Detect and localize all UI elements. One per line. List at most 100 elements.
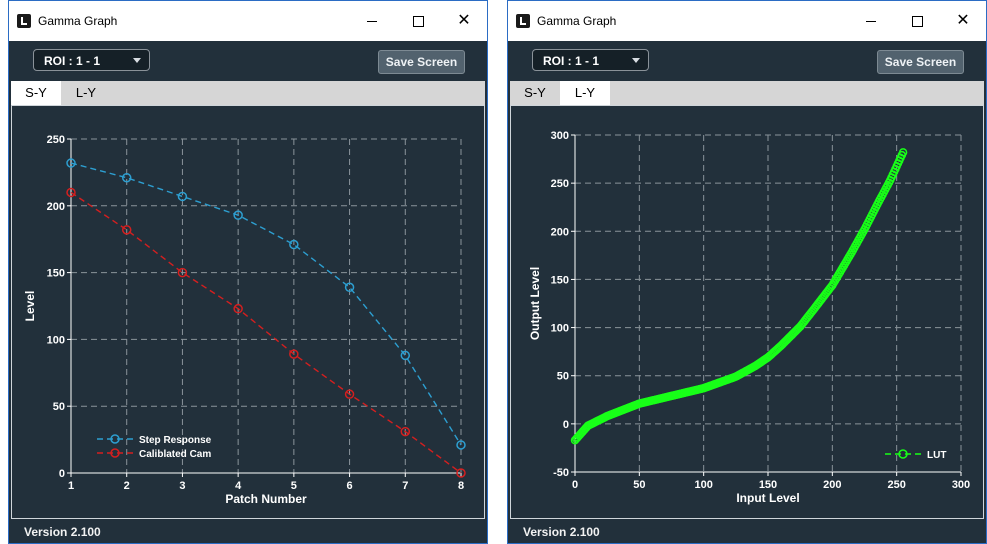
- legend-label: Step Response: [139, 435, 212, 446]
- app-logo-icon: [17, 14, 31, 28]
- data-point: [66, 187, 76, 198]
- legend-label: Caliblated Cam: [139, 449, 211, 460]
- series-0: [66, 158, 466, 450]
- maximize-button[interactable]: [395, 1, 441, 41]
- x-tick-label: 2: [124, 480, 130, 492]
- roi-dropdown[interactable]: ROI : 1 - 1: [532, 49, 649, 71]
- minimize-button[interactable]: [349, 1, 395, 41]
- data-point: [400, 350, 411, 361]
- grid-lines: [71, 138, 462, 473]
- title-bar[interactable]: Gamma Graph ✕: [9, 1, 487, 41]
- x-axis-title: Patch Number: [225, 492, 307, 506]
- y-tick-label: 100: [551, 323, 569, 335]
- data-point: [177, 267, 188, 278]
- legend: LUT: [885, 449, 946, 461]
- maximize-icon: [412, 15, 424, 27]
- data-point: [289, 239, 299, 250]
- dropdown-arrow-icon: [632, 58, 640, 63]
- toolbar: ROI : 1 - 1 Save Screen: [508, 41, 986, 81]
- y-tick-label: 0: [563, 419, 569, 431]
- tab-strip: S-Y L-Y: [510, 81, 984, 105]
- roi-dropdown[interactable]: ROI : 1 - 1: [33, 49, 150, 71]
- tab-l-y[interactable]: L-Y: [560, 81, 610, 105]
- x-axis-title: Input Level: [736, 491, 799, 505]
- y-tick-label: 100: [47, 334, 65, 346]
- legend-marker: [898, 449, 908, 459]
- close-icon: ✕: [457, 12, 471, 29]
- y-tick-label: 250: [551, 178, 569, 190]
- chart-panel: 0 50 100 150 200 250 300 -50 0 50 100 150 200 250 300 I…: [510, 105, 984, 519]
- y-tick-label: 50: [53, 401, 65, 413]
- gamma-graph-window: Gamma Graph ✕ ROI : 1 - 1 Save Screen S-…: [507, 0, 987, 544]
- x-tick-label: 6: [347, 480, 353, 492]
- series-1: [66, 187, 466, 478]
- legend: Step Response Caliblated Cam: [97, 434, 212, 460]
- tab-l-y[interactable]: L-Y: [75, 85, 97, 100]
- roi-value: ROI : 1 - 1: [44, 54, 101, 68]
- x-tick-label: 100: [694, 479, 712, 491]
- data-point: [400, 426, 411, 437]
- data-point: [456, 468, 466, 478]
- y-tick-label: 150: [551, 274, 569, 286]
- x-tick-label: 7: [402, 480, 408, 492]
- tab-s-y[interactable]: S-Y: [11, 81, 61, 105]
- y-tick-label: 200: [551, 226, 569, 238]
- tab-s-y[interactable]: S-Y: [524, 85, 546, 100]
- y-axis-title: Output Level: [528, 267, 542, 340]
- close-icon: ✕: [956, 12, 970, 29]
- grid-lines: [575, 134, 962, 472]
- x-tick-label: 150: [759, 479, 777, 491]
- data-point: [233, 210, 243, 220]
- data-point: [233, 303, 243, 314]
- data-point: [121, 172, 132, 183]
- y-tick-label: 200: [47, 201, 65, 213]
- y-tick-label: 50: [557, 371, 569, 383]
- close-button[interactable]: ✕: [940, 1, 986, 41]
- maximize-button[interactable]: [894, 1, 940, 41]
- status-bar: Version 2.100: [508, 519, 986, 543]
- app-logo-icon: [516, 14, 530, 28]
- status-bar: Version 2.100: [9, 519, 487, 543]
- data-point: [344, 389, 355, 399]
- data-point: [177, 191, 188, 202]
- maximize-icon: [911, 15, 923, 27]
- save-screen-button[interactable]: Save Screen: [378, 50, 465, 74]
- series-line: [70, 191, 462, 474]
- x-tick-label: 250: [887, 479, 905, 491]
- gamma-graph-window: Gamma Graph ✕ ROI : 1 - 1 Save Screen S-…: [8, 0, 488, 544]
- toolbar: ROI : 1 - 1 Save Screen: [9, 41, 487, 81]
- data-point: [898, 148, 908, 157]
- minimize-button[interactable]: [848, 1, 894, 41]
- roi-value: ROI : 1 - 1: [543, 54, 600, 68]
- legend-marker: [110, 448, 120, 458]
- x-tick-label: 5: [291, 480, 297, 492]
- x-tick-label: 0: [572, 479, 578, 491]
- version-label: Version 2.100: [523, 525, 600, 539]
- data-point: [121, 225, 132, 235]
- series-0: [570, 148, 908, 445]
- x-tick-label: 300: [952, 479, 970, 491]
- gamma-chart-l-y: 0 50 100 150 200 250 300-50050100150200250300I…: [528, 130, 970, 505]
- legend-marker: [110, 434, 120, 444]
- version-label: Version 2.100: [24, 525, 101, 539]
- save-screen-button[interactable]: Save Screen: [877, 50, 964, 74]
- close-button[interactable]: ✕: [441, 1, 487, 41]
- y-tick-label: -50: [553, 467, 569, 479]
- title-bar[interactable]: Gamma Graph ✕: [508, 1, 986, 41]
- x-tick-label: 4: [235, 480, 242, 492]
- x-tick-label: 200: [823, 479, 841, 491]
- gamma-chart-s-y: 1 2 3 4 5 6 7 8 0 50 100 150 200 250 Patch Number Level…: [23, 134, 466, 506]
- series-line: [70, 162, 462, 446]
- x-tick-label: 1: [68, 480, 74, 492]
- minimize-icon: [367, 20, 377, 22]
- y-tick-label: 250: [47, 134, 65, 146]
- y-tick-label: 0: [59, 468, 65, 480]
- window-title: Gamma Graph: [38, 14, 118, 28]
- x-tick-label: 3: [179, 480, 185, 492]
- x-tick-label: 8: [458, 480, 464, 492]
- legend-label: LUT: [927, 450, 946, 461]
- window-title: Gamma Graph: [537, 14, 617, 28]
- dropdown-arrow-icon: [133, 58, 141, 63]
- data-point: [66, 158, 76, 168]
- tab-strip: S-Y L-Y: [11, 81, 485, 105]
